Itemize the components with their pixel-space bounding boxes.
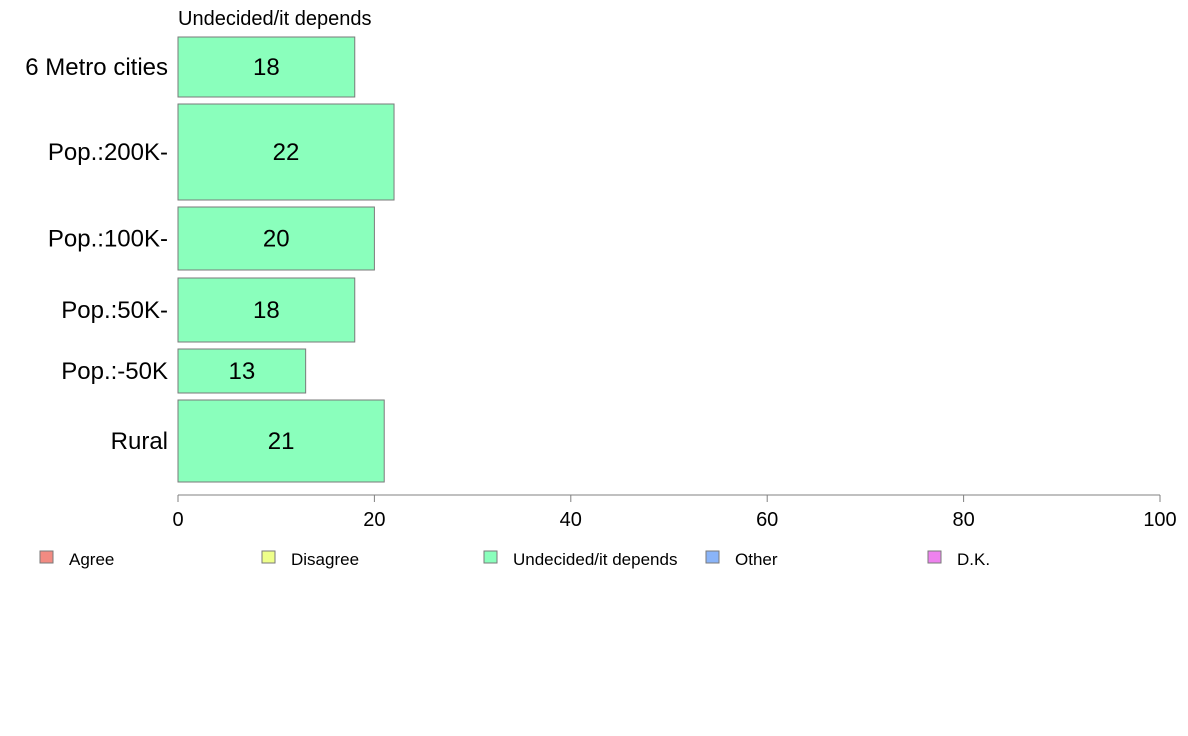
category-label: Pop.:200K- xyxy=(48,139,168,166)
legend-label: Other xyxy=(735,550,778,569)
bar xyxy=(177,103,395,201)
legend-swatch xyxy=(39,550,54,564)
x-tick-label: 100 xyxy=(1143,509,1176,531)
x-tick-label: 60 xyxy=(756,509,778,531)
legend-swatch xyxy=(261,550,276,564)
legend-label: D.K. xyxy=(957,550,990,569)
x-axis: 0 20 40 60 80 100 xyxy=(172,494,1177,531)
bar-value-label: 21 xyxy=(268,428,295,455)
category-label: Rural xyxy=(111,428,168,455)
category-label: 6 Metro cities xyxy=(25,54,168,81)
legend: Agree Disagree Undecided/it depends Other D.… xyxy=(39,550,990,569)
bar xyxy=(177,399,385,483)
bar-value-label: 18 xyxy=(253,54,280,81)
bar xyxy=(177,36,356,98)
legend-swatch xyxy=(705,550,720,564)
x-tick-label: 20 xyxy=(363,509,385,531)
category-labels: 6 Metro cities Pop.:200K- Pop.:100K- Pop.:5… xyxy=(25,54,168,455)
legend-swatch xyxy=(927,550,942,564)
legend-swatch xyxy=(483,550,498,564)
legend-label: Disagree xyxy=(291,550,359,569)
bar xyxy=(177,206,375,271)
category-label: Pop.:-50K xyxy=(61,358,168,385)
x-tick-label: 80 xyxy=(952,509,974,531)
category-label: Pop.:100K- xyxy=(48,226,168,253)
bar-value-label: 22 xyxy=(273,139,300,166)
bar xyxy=(177,277,356,343)
bar xyxy=(177,348,307,394)
x-tick-label: 40 xyxy=(560,509,582,531)
bar-value-label: 20 xyxy=(263,226,290,253)
chart-title: Undecided/it depends xyxy=(178,8,371,30)
legend-label: Agree xyxy=(69,550,114,569)
x-tick-label: 0 xyxy=(172,509,183,531)
bar-value-label: 18 xyxy=(253,297,280,324)
category-label: Pop.:50K- xyxy=(61,297,168,324)
bars-group: 18 22 20 18 13 21 xyxy=(177,36,395,483)
bar-value-label: 13 xyxy=(228,358,255,385)
legend-label: Undecided/it depends xyxy=(513,550,677,569)
